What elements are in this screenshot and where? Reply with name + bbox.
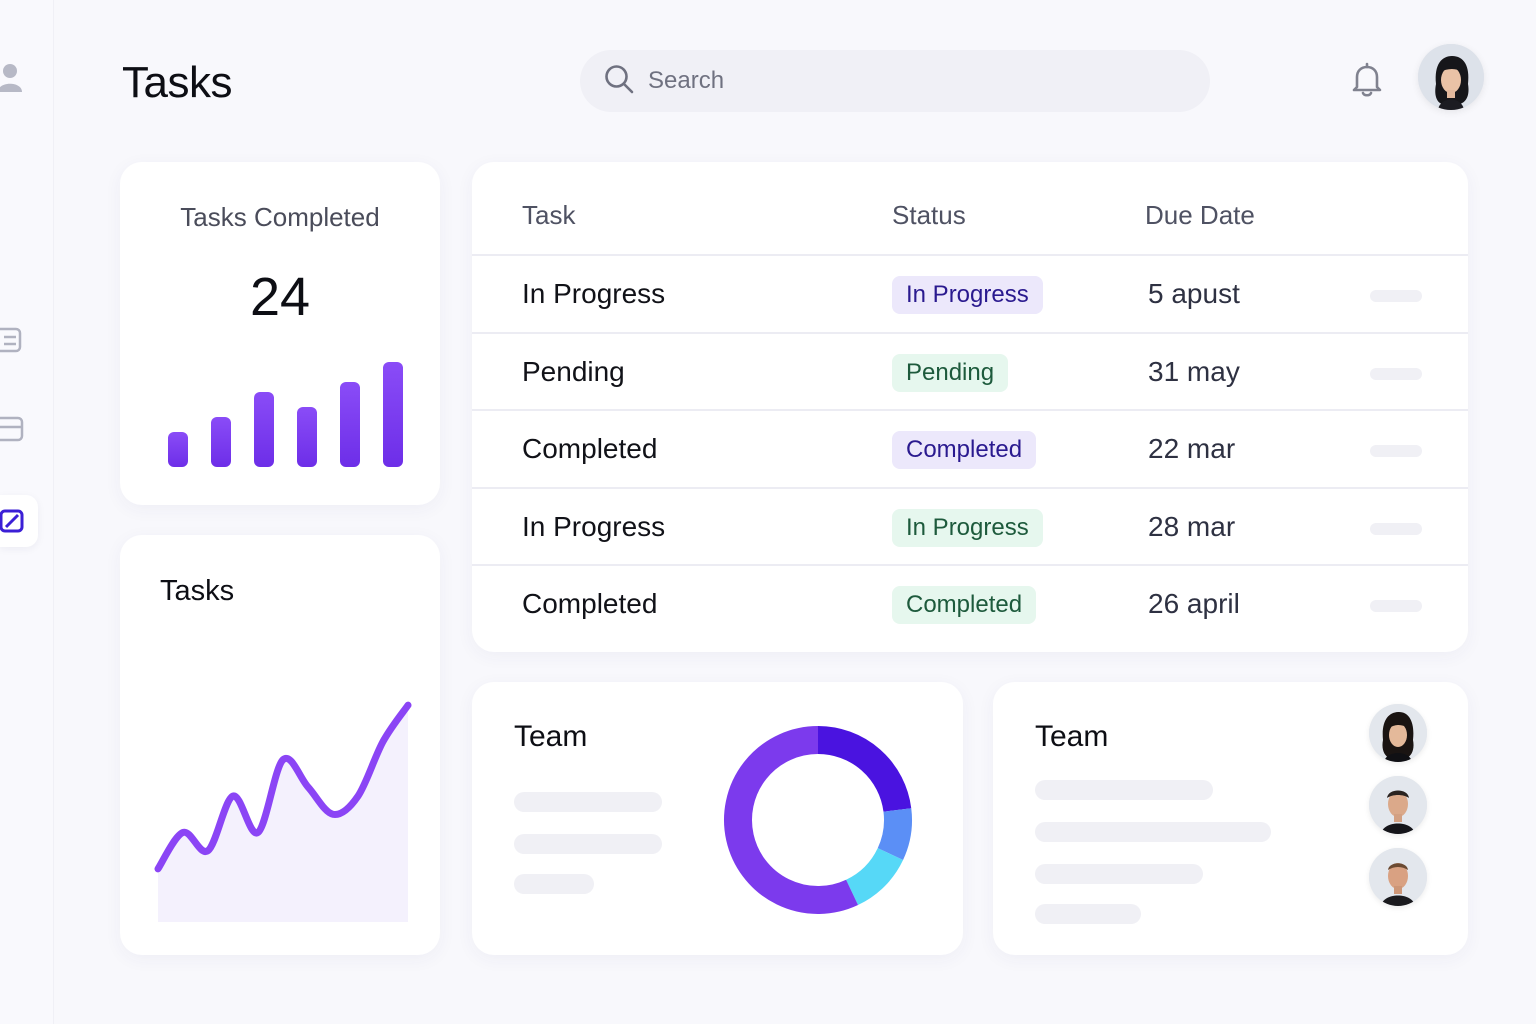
- search-input[interactable]: [648, 67, 1168, 95]
- page-title: Tasks: [122, 58, 232, 107]
- chart-series-line: [154, 701, 412, 873]
- table-row[interactable]: Completed Completed 22 mar: [472, 409, 1468, 487]
- placeholder-line: [1035, 822, 1271, 842]
- task-name: In Progress: [522, 510, 666, 542]
- donut-slice: [724, 726, 859, 914]
- row-placeholder: [1370, 445, 1422, 457]
- tasks-chart-card: Tasks: [120, 535, 440, 955]
- sidebar-item-profile[interactable]: [0, 62, 30, 92]
- column-header-due-date[interactable]: Due Date: [1145, 200, 1255, 230]
- status-badge: In Progress: [892, 276, 1043, 314]
- team-member-avatar[interactable]: [1369, 776, 1427, 834]
- tasks-line-chart: [154, 701, 412, 922]
- sidebar-item-tasks[interactable]: [0, 495, 38, 547]
- row-placeholder: [1370, 290, 1422, 302]
- user-avatar[interactable]: [1418, 44, 1484, 110]
- task-name: Completed: [522, 588, 658, 619]
- task-name: Pending: [522, 355, 625, 387]
- chart-bar: [254, 392, 274, 467]
- donut-slice: [845, 847, 904, 906]
- table-row[interactable]: In Progress In Progress 5 apust: [472, 254, 1468, 332]
- task-name: In Progress: [522, 278, 666, 309]
- edit-icon: [0, 506, 26, 536]
- column-header-status[interactable]: Status: [892, 200, 966, 230]
- tasks-table: Task Status Due Date In Progress In Progr…: [472, 162, 1468, 652]
- notifications-button[interactable]: [1350, 62, 1384, 103]
- chart-area-fill: [158, 705, 408, 922]
- donut-slice: [877, 808, 912, 861]
- tasks-completed-value: 24: [249, 267, 311, 327]
- team-members-title: Team: [1035, 720, 1109, 753]
- team-members-card: Team: [993, 682, 1468, 955]
- sidebar-item-list[interactable]: [0, 325, 30, 355]
- donut-slice: [817, 726, 912, 813]
- table-row[interactable]: Pending Pending 31 may: [472, 331, 1468, 410]
- chart-bar: [340, 382, 360, 467]
- placeholder-line: [1035, 780, 1213, 800]
- due-date: 31 may: [1148, 355, 1240, 387]
- placeholder-line: [514, 834, 662, 854]
- table-row[interactable]: In Progress In Progress 28 mar: [472, 486, 1468, 565]
- search-bar[interactable]: [580, 50, 1210, 112]
- chart-bar: [168, 432, 188, 467]
- calendar-icon: [0, 414, 26, 444]
- team-member-avatar[interactable]: [1369, 848, 1427, 906]
- status-badge: Pending: [892, 353, 1009, 392]
- placeholder-line: [514, 792, 662, 812]
- placeholder-line: [1035, 904, 1141, 924]
- tasks-completed-card: Tasks Completed 24: [120, 162, 440, 505]
- tasks-completed-bar-chart: [168, 362, 403, 467]
- status-badge: Completed: [892, 586, 1037, 624]
- team-card-title: Team: [514, 720, 588, 753]
- search-icon: [604, 64, 634, 99]
- row-placeholder: [1370, 522, 1422, 535]
- user-icon: [0, 62, 26, 92]
- due-date: 5 apust: [1148, 278, 1240, 309]
- list-icon: [0, 325, 26, 355]
- task-name: Completed: [522, 433, 658, 464]
- due-date: 22 mar: [1148, 433, 1236, 464]
- table-row[interactable]: Completed Completed 26 april: [472, 564, 1468, 642]
- column-header-task[interactable]: Task: [522, 200, 576, 230]
- sidebar-item-calendar[interactable]: [0, 414, 30, 444]
- due-date: 26 april: [1148, 588, 1240, 619]
- placeholder-line: [514, 874, 594, 894]
- chart-bar: [383, 362, 403, 467]
- chart-bar: [211, 417, 231, 467]
- bell-icon: [1350, 62, 1384, 102]
- due-date: 28 mar: [1148, 510, 1236, 542]
- row-placeholder: [1370, 367, 1422, 380]
- status-badge: In Progress: [892, 508, 1043, 547]
- row-placeholder: [1370, 600, 1422, 612]
- tasks-chart-title: Tasks: [160, 575, 235, 607]
- status-badge: Completed: [892, 431, 1037, 469]
- chart-bar: [297, 407, 317, 467]
- tasks-completed-label: Tasks Completed: [180, 202, 380, 232]
- sidebar: [0, 0, 54, 1024]
- team-member-avatar[interactable]: [1369, 704, 1427, 762]
- team-donut-chart: [724, 726, 912, 914]
- placeholder-line: [1035, 864, 1203, 884]
- team-overview-card: Team: [472, 682, 963, 955]
